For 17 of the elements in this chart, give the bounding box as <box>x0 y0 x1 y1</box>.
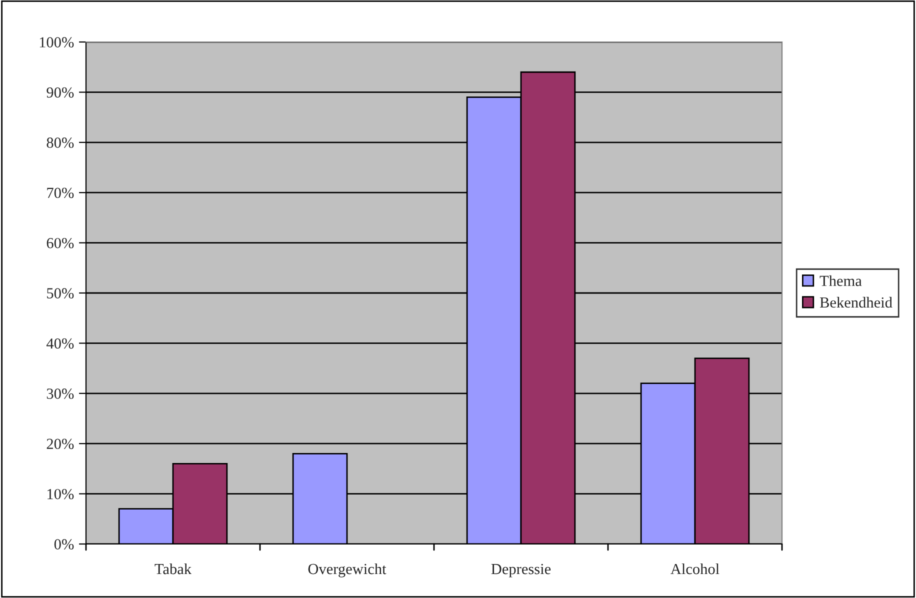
legend-label: Thema <box>820 275 862 286</box>
x-tick-label: Alcohol <box>670 563 720 574</box>
y-tick-label: 100% <box>40 37 74 48</box>
y-tick-label: 90% <box>46 87 74 98</box>
y-tick-label: 10% <box>48 488 74 500</box>
y-tick-label: 20% <box>46 438 74 450</box>
y-tick-label: 80% <box>46 138 74 148</box>
y-tick-label: 40% <box>46 338 74 349</box>
x-tick-label: Tabak <box>154 563 192 574</box>
y-tick-label: 0% <box>54 539 74 550</box>
y-tick-label: 30% <box>46 388 74 399</box>
x-tick-label: Overgewicht <box>308 563 386 578</box>
y-tick-label: 50% <box>47 288 74 298</box>
y-tick-label: 60% <box>46 238 74 248</box>
x-tick-label: Depressie <box>491 564 551 578</box>
y-tick-label: 70% <box>47 188 74 198</box>
legend-label: Bekendheid <box>820 296 892 308</box>
